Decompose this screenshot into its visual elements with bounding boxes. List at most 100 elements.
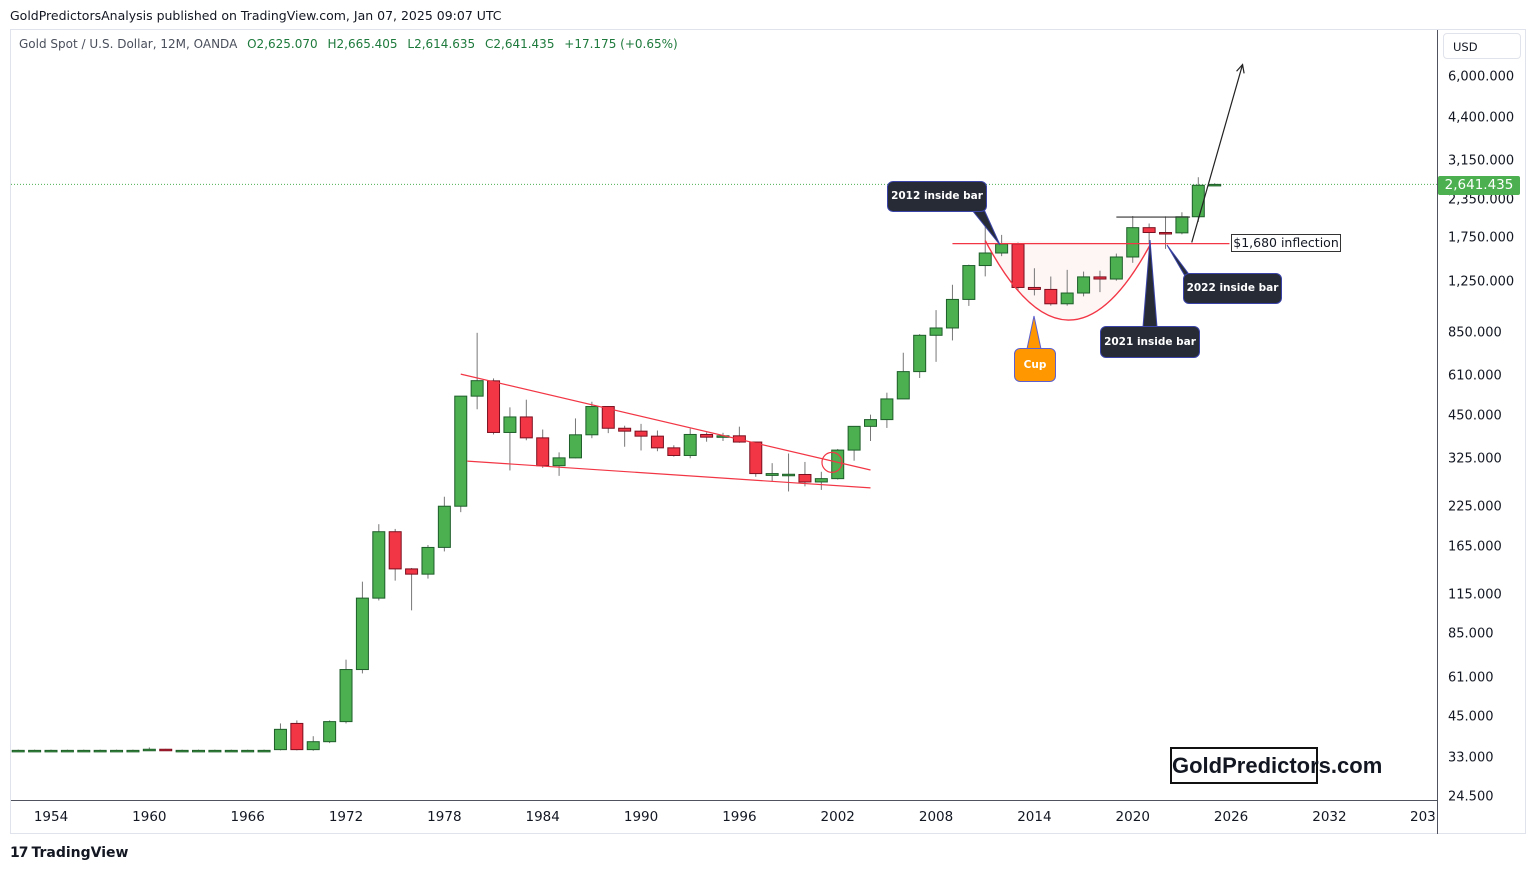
- time-tick-label: 1966: [230, 809, 265, 825]
- candle-up: [929, 327, 943, 336]
- candle-up: [273, 728, 287, 751]
- arrow-head-icon: [1236, 63, 1245, 74]
- candle-up: [978, 252, 992, 267]
- candle-up: [241, 749, 255, 753]
- price-tick-label: 24.500: [1448, 789, 1494, 805]
- candle-down: [487, 380, 501, 433]
- price-tick-label: 85.000: [1448, 626, 1494, 642]
- candle-up: [93, 749, 107, 753]
- candle-up: [1175, 216, 1189, 234]
- candle-up: [864, 419, 877, 427]
- time-tick-label: 2032: [1312, 809, 1347, 825]
- close-value: C2,641.435: [485, 37, 555, 51]
- candle-up: [568, 434, 582, 459]
- published-info: GoldPredictorsAnalysis published on Trad…: [10, 8, 502, 23]
- candle-up: [1077, 276, 1091, 294]
- candle-up: [44, 749, 58, 753]
- candle-up: [1126, 227, 1140, 258]
- candle-up: [913, 334, 927, 373]
- candle-up: [208, 749, 222, 753]
- low-value: L2,614.635: [407, 37, 476, 51]
- candle-up: [421, 546, 435, 575]
- inflection-label: $1,680 inflection: [1231, 234, 1341, 252]
- candle-up: [814, 478, 828, 483]
- wedge-upper-trendline: [460, 373, 871, 471]
- candle-up: [454, 395, 468, 507]
- candle-up: [896, 371, 910, 400]
- price-tick-label: 850.000: [1448, 325, 1502, 341]
- price-tick-label: 61.000: [1448, 670, 1494, 686]
- candle-up: [110, 749, 124, 753]
- candle-down: [1027, 286, 1041, 290]
- candle-up: [126, 749, 140, 753]
- candle-up: [552, 457, 566, 467]
- time-tick-label: 1984: [525, 809, 560, 825]
- tradingview-logo[interactable]: 𝟭𝟳 TradingView: [10, 845, 128, 861]
- candle-up: [683, 433, 697, 456]
- price-tick-label: 33.000: [1448, 750, 1494, 766]
- time-tick-label: 1996: [722, 809, 757, 825]
- last-price-label: 2,641.435: [1438, 176, 1520, 195]
- candle-up: [995, 243, 1009, 254]
- symbol-legend: Gold Spot / U.S. Dollar, 12M, OANDA O2,6…: [19, 37, 678, 51]
- callout-2012-inside-bar: 2012 inside bar: [887, 181, 987, 212]
- candle-up: [175, 749, 189, 753]
- candle-down: [405, 568, 419, 575]
- high-value: H2,665.405: [327, 37, 398, 51]
- cup-fill: [985, 240, 1151, 321]
- candle-down: [1093, 276, 1107, 280]
- currency-button[interactable]: USD: [1443, 33, 1521, 59]
- watermark: GoldPredictors.com: [1170, 747, 1382, 784]
- time-tick-label: 1972: [328, 809, 364, 825]
- candle-up: [77, 749, 91, 753]
- symbol-name: Gold Spot / U.S. Dollar, 12M, OANDA: [19, 37, 238, 51]
- candle-down: [650, 435, 664, 449]
- time-tick-label: 1978: [427, 809, 462, 825]
- candle-up: [372, 531, 386, 599]
- candle-up: [503, 416, 517, 433]
- candle-up: [1191, 184, 1205, 218]
- candle-down: [1011, 243, 1025, 288]
- candle-down: [388, 531, 402, 570]
- breakout-circle: [821, 451, 843, 473]
- candle-down: [519, 416, 533, 439]
- candle-down: [601, 406, 615, 429]
- candle-up: [142, 748, 156, 752]
- callout-2021-inside-bar: 2021 inside bar: [1100, 326, 1200, 358]
- time-tick-label: 2002: [820, 809, 855, 825]
- wedge-lower-trendline: [467, 460, 871, 489]
- price-tick-label: 4,400.000: [1448, 110, 1515, 126]
- time-tick-label: 1954: [33, 809, 69, 825]
- price-tick-label: 1,750.000: [1448, 230, 1515, 246]
- candle-down: [700, 433, 714, 438]
- candle-down: [1159, 232, 1173, 235]
- time-axis-line: [11, 800, 1437, 801]
- time-tick-label: 2014: [1017, 809, 1052, 825]
- price-tick-label: 225.000: [1448, 499, 1502, 515]
- candle-down: [1142, 227, 1156, 234]
- candle-down: [290, 722, 304, 751]
- callout-cup: Cup: [1014, 348, 1056, 382]
- time-tick-label: 2026: [1213, 809, 1249, 825]
- callout-pointer-cup: [1026, 315, 1042, 350]
- brand-name: TradingView: [31, 845, 129, 861]
- candle-up: [257, 749, 271, 753]
- candle-up: [192, 749, 206, 753]
- candle-up: [224, 749, 238, 753]
- candle-up: [11, 749, 25, 753]
- candle-up: [355, 597, 369, 671]
- chart-frame: [10, 29, 1526, 834]
- candle-down: [159, 748, 173, 752]
- change-value: +17.175 (+0.65%): [564, 37, 678, 51]
- candle-up: [60, 749, 74, 753]
- candle-up: [945, 298, 959, 329]
- time-tick-label: 203: [1410, 809, 1436, 825]
- price-tick-label: 2,350.000: [1448, 192, 1515, 208]
- tv-logo-icon: 𝟭𝟳: [10, 845, 29, 861]
- price-tick-label: 1,250.000: [1448, 274, 1515, 290]
- price-axis-line: [1437, 30, 1438, 834]
- candle-up: [880, 398, 894, 421]
- price-tick-label: 610.000: [1448, 368, 1502, 384]
- candle-up: [339, 669, 353, 723]
